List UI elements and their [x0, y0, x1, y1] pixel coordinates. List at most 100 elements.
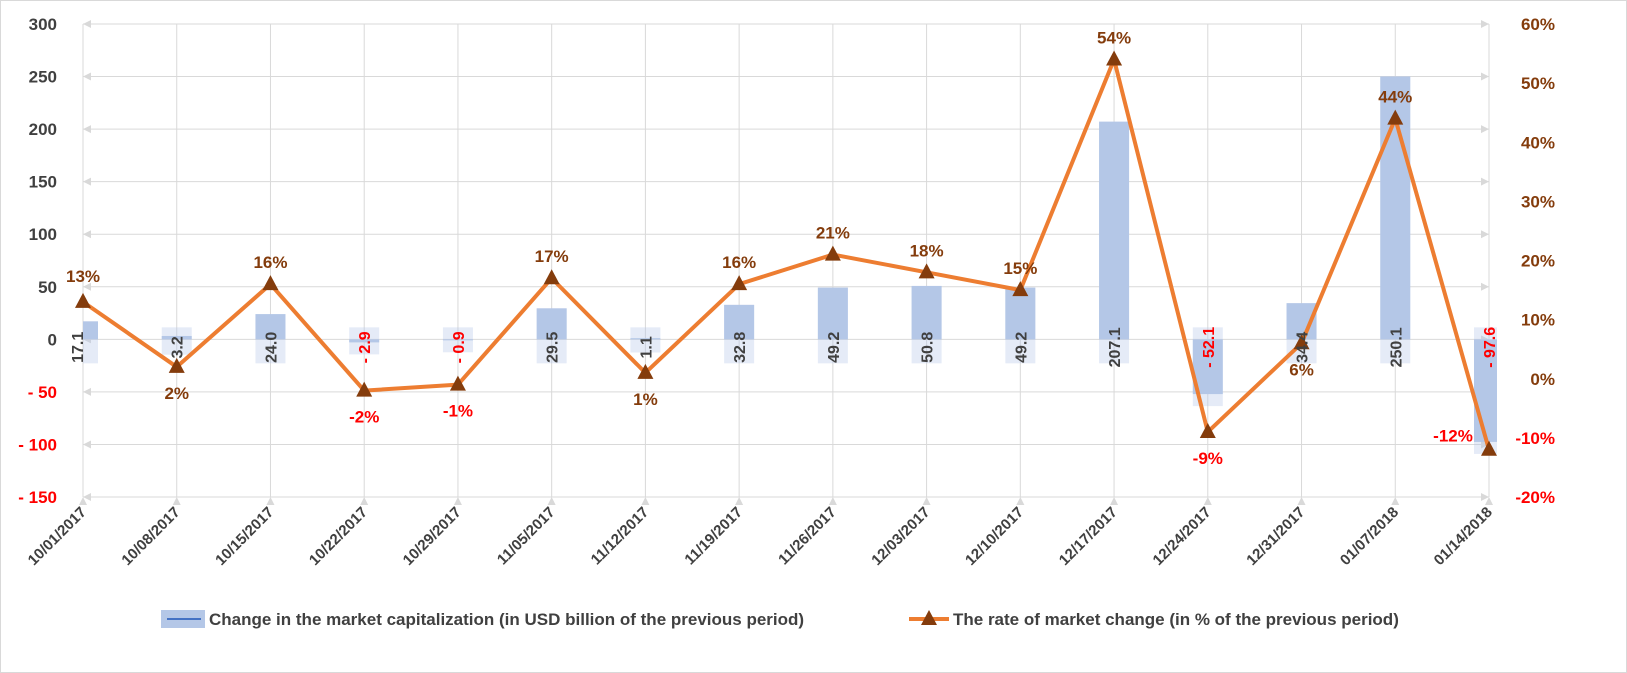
x-tick-label: 12/17/2017 [1056, 504, 1121, 569]
x-tick-marker [1203, 497, 1212, 505]
left-tick-marker [83, 387, 91, 396]
triangle-marker [637, 363, 654, 379]
triangle-marker [262, 275, 279, 291]
bar [442, 339, 473, 341]
triangle-marker [918, 263, 935, 279]
bar [630, 338, 661, 340]
bar-value-label: - 2.9 [357, 331, 374, 363]
bar-value-label: 3.2 [170, 336, 187, 358]
x-tick-label: 10/08/2017 [118, 504, 183, 569]
rate-value-label: 54% [1097, 28, 1131, 47]
triangle-marker [449, 375, 466, 391]
y-right-tick-label: 0% [1530, 370, 1555, 389]
x-tick-marker [922, 497, 931, 505]
x-tick-marker [828, 497, 837, 505]
y-right-tick-label: 30% [1521, 192, 1555, 211]
rate-value-label: -2% [349, 408, 379, 427]
y-left-tick-label: 250 [29, 68, 57, 87]
right-tick-marker [1481, 72, 1489, 81]
bar [817, 287, 848, 340]
bar-value-label: 49.2 [1013, 332, 1030, 363]
x-tick-label: 10/01/2017 [25, 504, 90, 569]
triangle-marker [1199, 422, 1216, 438]
legend-label-bar: Change in the market capitalization (in … [209, 610, 804, 629]
x-tick-label: 11/19/2017 [681, 504, 746, 569]
bar-value-label: 32.8 [732, 332, 749, 363]
x-tick-label: 10/15/2017 [212, 504, 277, 569]
bar [724, 304, 755, 340]
x-tick-marker [735, 497, 744, 505]
triangle-marker [731, 275, 748, 291]
y-right-tick-label: -10% [1515, 429, 1555, 448]
x-tick-label: 12/03/2017 [868, 504, 933, 569]
x-tick-label: 12/24/2017 [1150, 504, 1215, 569]
bar-value-label: - 97.6 [1482, 327, 1499, 368]
bars [83, 76, 1497, 454]
left-tick-marker [83, 493, 91, 501]
right-tick-marker [1481, 125, 1489, 134]
bar-value-label: 1.1 [638, 336, 655, 358]
y-right-tick-label: 40% [1521, 133, 1555, 152]
x-tick-label: 10/22/2017 [306, 504, 371, 569]
rate-value-label: 6% [1289, 360, 1314, 379]
bar-value-label: - 0.9 [451, 331, 468, 363]
bar-value-label: 250.1 [1388, 327, 1405, 367]
bar-value-label: 207.1 [1107, 327, 1124, 367]
y-left-tick-label: 100 [29, 225, 57, 244]
triangle-marker [824, 245, 841, 261]
bar-value-label: 34.4 [1295, 332, 1312, 363]
line-series [75, 50, 1497, 456]
bar-value-label: 50.8 [920, 332, 937, 363]
left-tick-marker [83, 282, 91, 291]
bar [83, 321, 98, 340]
x-tick-label: 11/05/2017 [494, 504, 559, 569]
right-tick-marker [1481, 177, 1489, 186]
x-tick-marker [1485, 497, 1493, 505]
bar-value-label: 17.1 [70, 332, 87, 363]
rate-value-label: -9% [1193, 449, 1223, 468]
bar [1005, 287, 1036, 340]
y-right-tick-label: -20% [1515, 488, 1555, 507]
x-tick-label: 11/26/2017 [775, 504, 840, 569]
y-left-tick-label: - 50 [28, 383, 57, 402]
gridlines [79, 20, 1493, 505]
x-tick-marker [360, 497, 369, 505]
y-left-tick-label: 200 [29, 120, 57, 139]
y-right-tick-label: 10% [1521, 311, 1555, 330]
left-tick-marker [83, 72, 91, 81]
bar-value-label: - 52.1 [1201, 327, 1218, 368]
rate-value-label: 17% [535, 247, 569, 266]
left-tick-marker [83, 125, 91, 134]
right-tick-marker [1481, 493, 1489, 501]
bar-value-label: 24.0 [263, 332, 280, 363]
right-axis: 60% 50% 40% 30% 20% 10% 0% -10% -20% [1515, 15, 1555, 507]
bar-backdrop [630, 327, 661, 353]
y-right-tick-label: 50% [1521, 74, 1555, 93]
bar [911, 285, 942, 340]
rate-value-label: -1% [443, 402, 473, 421]
x-tick-marker [1297, 497, 1306, 505]
bar-backdrop [161, 327, 192, 355]
x-tick-marker [641, 497, 650, 505]
left-tick-marker [83, 440, 91, 449]
x-tick-label: 12/10/2017 [962, 504, 1027, 569]
x-tick-marker [453, 497, 462, 505]
triangle-marker [1106, 50, 1123, 66]
rate-value-label: 13% [66, 267, 100, 286]
bar [349, 339, 380, 343]
right-tick-marker [1481, 282, 1489, 291]
y-left-tick-label: 150 [29, 173, 57, 192]
right-tick-marker [1481, 230, 1489, 239]
triangle-marker [1481, 440, 1497, 456]
y-right-tick-label: 60% [1521, 15, 1555, 34]
x-tick-marker [79, 497, 87, 505]
rate-value-label: 21% [816, 224, 850, 243]
rate-value-label: 18% [910, 241, 944, 260]
triangle-marker [75, 292, 91, 308]
x-tick-marker [1016, 497, 1025, 505]
left-tick-marker [83, 230, 91, 239]
x-tick-marker [1110, 497, 1119, 505]
rate-value-label: -12% [1433, 427, 1473, 446]
